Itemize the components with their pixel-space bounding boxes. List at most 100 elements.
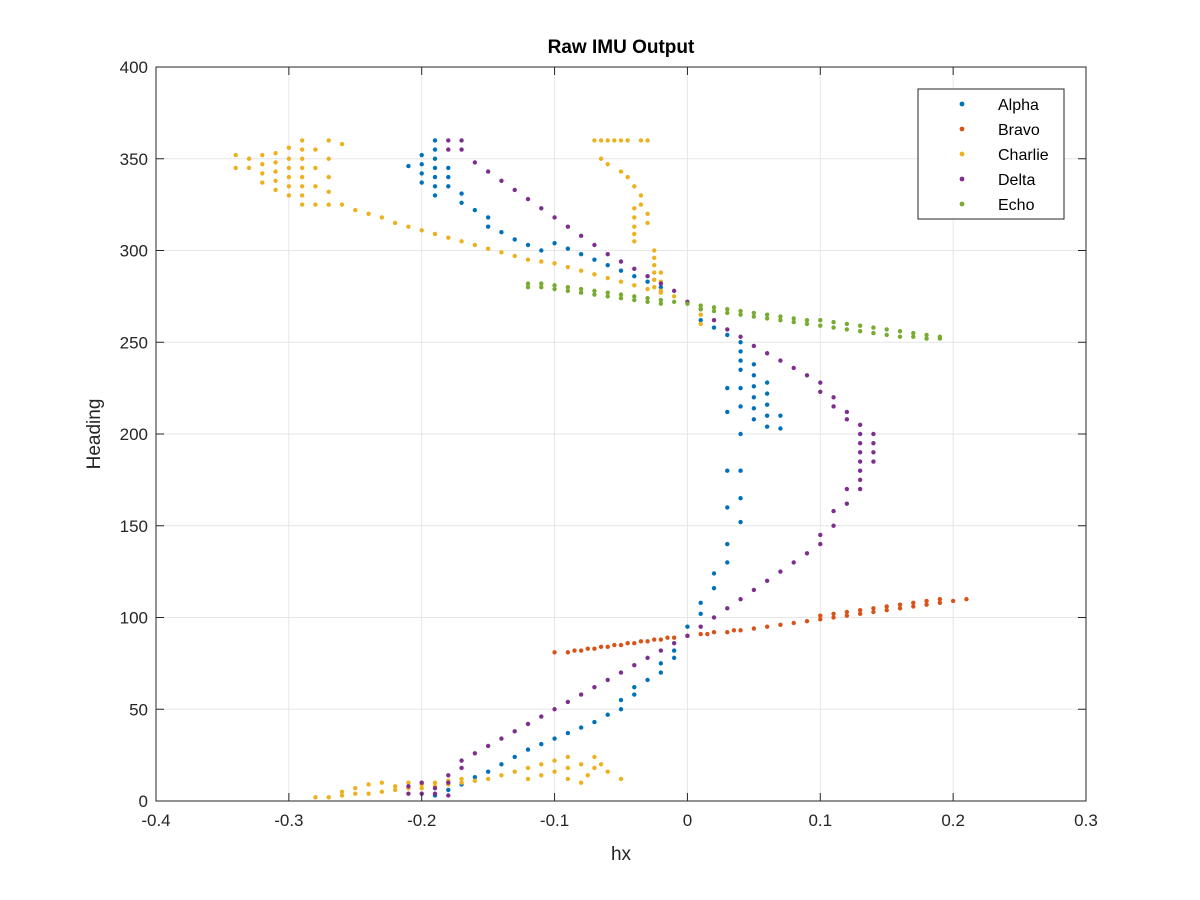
data-point (698, 624, 703, 629)
data-point (392, 784, 398, 789)
data-point (911, 330, 916, 336)
data-point (499, 229, 504, 235)
data-point (286, 156, 292, 161)
data-point (552, 215, 557, 220)
data-point (831, 395, 836, 400)
y-axis-label: Heading (84, 399, 105, 470)
data-point (884, 604, 889, 609)
data-point (605, 162, 610, 167)
data-point (605, 251, 610, 257)
data-point (578, 780, 584, 785)
data-point (638, 138, 644, 143)
data-point (738, 358, 743, 363)
data-point (738, 431, 743, 437)
data-point (725, 307, 730, 312)
data-point (446, 147, 451, 152)
data-point (725, 332, 730, 338)
data-point (539, 741, 544, 747)
data-point (738, 468, 743, 473)
data-point (286, 165, 292, 171)
data-point (552, 758, 557, 763)
data-point (671, 294, 677, 299)
data-point (419, 162, 424, 167)
data-point (831, 615, 836, 620)
data-point (618, 707, 624, 712)
data-point (652, 248, 657, 253)
data-point (565, 650, 571, 655)
data-point (711, 571, 717, 576)
data-point (764, 312, 770, 317)
data-point (725, 468, 730, 473)
data-point (273, 160, 278, 165)
data-point (778, 622, 783, 628)
data-point (738, 334, 743, 339)
data-point (897, 334, 903, 339)
data-point (565, 776, 571, 782)
data-point (512, 729, 517, 734)
data-point (831, 319, 836, 325)
data-point (632, 692, 637, 697)
data-point (871, 459, 876, 464)
data-point (625, 640, 630, 646)
data-point (738, 385, 743, 391)
data-point (725, 560, 730, 565)
data-point (871, 325, 876, 330)
data-point (818, 613, 823, 618)
data-point (831, 523, 836, 528)
data-point (658, 670, 664, 675)
data-point (831, 404, 836, 409)
data-point (671, 635, 677, 640)
data-point (326, 189, 331, 194)
data-point (652, 637, 657, 642)
data-point (791, 365, 796, 371)
data-point (791, 620, 796, 626)
data-point (485, 215, 491, 220)
data-point (605, 275, 610, 281)
data-point (552, 283, 557, 288)
legend-label: Bravo (998, 122, 1040, 139)
data-point (539, 281, 544, 286)
data-point (598, 156, 604, 161)
data-point (844, 409, 850, 415)
data-point (804, 318, 810, 323)
data-point (432, 791, 438, 796)
data-point (592, 685, 597, 690)
data-point (778, 318, 783, 323)
x-tick-label: 0.3 (1074, 811, 1098, 830)
data-point (598, 138, 604, 143)
data-point (472, 242, 478, 248)
data-point (432, 165, 438, 171)
y-tick-label: 50 (129, 700, 148, 719)
data-point (539, 773, 544, 778)
data-point (937, 596, 943, 602)
data-point (539, 248, 544, 253)
data-point (698, 600, 703, 606)
data-point (459, 191, 464, 196)
data-point (499, 762, 504, 767)
data-point (711, 318, 717, 323)
data-point (419, 228, 424, 233)
data-point (432, 147, 438, 152)
data-point (725, 409, 730, 415)
data-point (791, 319, 796, 325)
data-point (592, 138, 597, 143)
data-point (552, 261, 557, 266)
legend-marker (959, 201, 965, 207)
data-point (565, 285, 571, 290)
data-point (592, 646, 597, 651)
data-point (625, 138, 630, 143)
data-point (525, 721, 531, 727)
data-point (964, 596, 969, 602)
data-point (844, 613, 850, 618)
x-tick-label: -0.4 (141, 811, 170, 830)
data-point (632, 184, 637, 189)
data-point (299, 165, 305, 171)
data-point (844, 609, 850, 615)
data-point (339, 141, 345, 147)
data-point (924, 598, 929, 604)
data-point (751, 384, 757, 389)
data-point (665, 635, 670, 640)
data-point (804, 618, 810, 624)
data-point (751, 373, 757, 378)
data-point (525, 242, 531, 248)
